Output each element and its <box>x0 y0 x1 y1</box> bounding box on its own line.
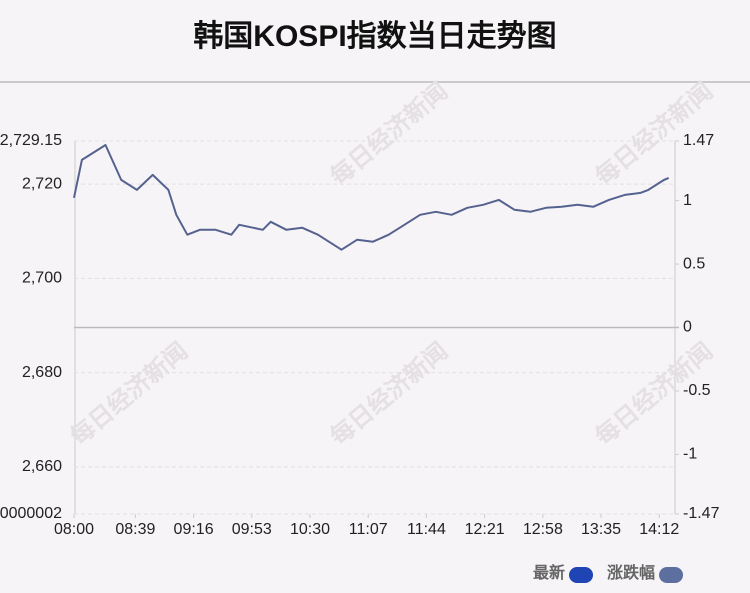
y2-tick-label: 1.47 <box>683 132 714 149</box>
x-tick-label: 11:07 <box>349 521 388 538</box>
x-tick-label: 09:53 <box>232 521 272 538</box>
y2-tick-label: -0.5 <box>683 382 711 399</box>
x-tick-label: 08:00 <box>54 521 94 538</box>
y2-tick-label: -1 <box>683 446 697 463</box>
legend-swatch <box>569 567 594 583</box>
y2-tick-label: 1 <box>683 192 692 209</box>
y-tick-label: 2,700 <box>22 270 62 287</box>
x-tick-label: 14:12 <box>639 521 679 538</box>
x-tick-label: 08:39 <box>115 521 155 538</box>
y-tick-label: 0000002 <box>0 505 62 522</box>
x-tick-label: 10:30 <box>290 521 330 538</box>
x-tick-label: 11:44 <box>407 521 446 538</box>
legend-label: 涨跌幅 <box>607 563 655 582</box>
y2-tick-label: 0 <box>683 319 692 336</box>
y2-tick-label: 0.5 <box>683 255 705 272</box>
y-tick-label: 2,720 <box>22 175 62 192</box>
legend-swatch <box>659 567 684 583</box>
x-tick-label: 13:35 <box>581 521 621 538</box>
y-tick-label: 2,680 <box>22 364 62 381</box>
chart-title: 韩国KOSPI指数当日走势图 <box>193 20 556 53</box>
y2-tick-label: -1.47 <box>683 505 720 522</box>
y-tick-label: 2,729.15 <box>0 132 62 149</box>
x-tick-label: 12:58 <box>523 521 563 538</box>
x-tick-label: 09:16 <box>174 521 214 538</box>
x-tick-label: 12:21 <box>465 521 505 538</box>
y-tick-label: 2,660 <box>22 458 62 475</box>
price-line <box>73 144 670 251</box>
legend-label: 最新 <box>533 563 565 582</box>
